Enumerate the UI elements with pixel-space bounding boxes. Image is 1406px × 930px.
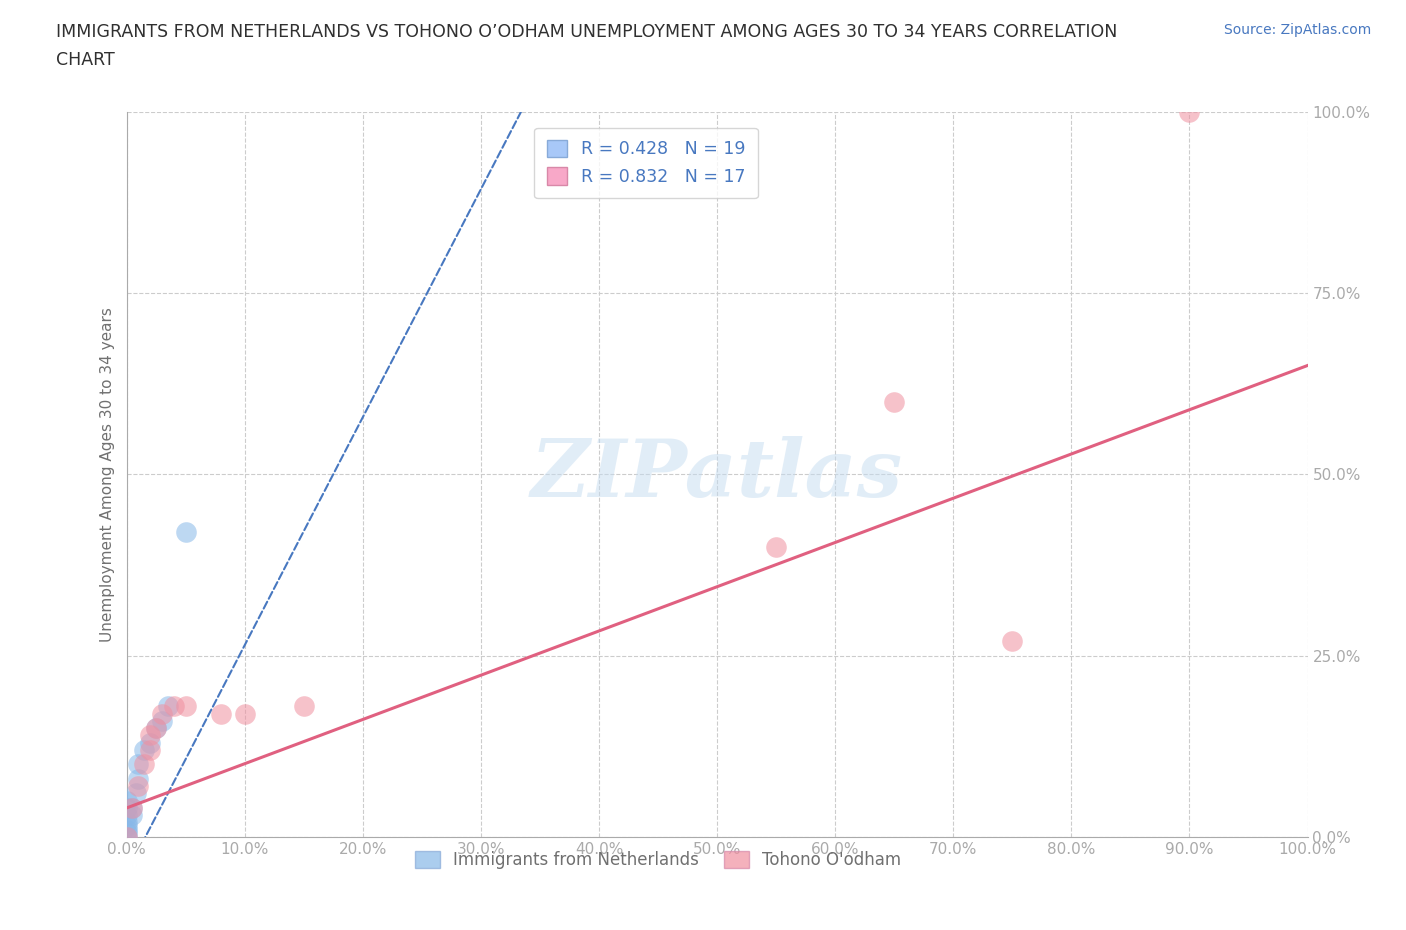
Point bbox=[134, 742, 156, 757]
Point bbox=[156, 699, 179, 714]
Point bbox=[115, 808, 138, 823]
Point bbox=[174, 525, 197, 539]
Point bbox=[209, 706, 232, 721]
Point bbox=[127, 757, 149, 772]
Point bbox=[233, 706, 256, 721]
Point bbox=[1178, 104, 1201, 119]
Point bbox=[115, 801, 138, 816]
Point bbox=[127, 778, 149, 793]
Legend: Immigrants from Netherlands, Tohono O'odham: Immigrants from Netherlands, Tohono O'od… bbox=[408, 844, 908, 876]
Point bbox=[150, 706, 173, 721]
Point bbox=[163, 699, 186, 714]
Point bbox=[121, 801, 143, 816]
Point bbox=[139, 736, 162, 751]
Text: IMMIGRANTS FROM NETHERLANDS VS TOHONO O’ODHAM UNEMPLOYMENT AMONG AGES 30 TO 34 Y: IMMIGRANTS FROM NETHERLANDS VS TOHONO O’… bbox=[56, 23, 1118, 41]
Y-axis label: Unemployment Among Ages 30 to 34 years: Unemployment Among Ages 30 to 34 years bbox=[100, 307, 115, 642]
Point bbox=[765, 539, 787, 554]
Point bbox=[150, 713, 173, 728]
Point bbox=[115, 830, 138, 844]
Point bbox=[883, 394, 905, 409]
Point bbox=[174, 699, 197, 714]
Point bbox=[292, 699, 315, 714]
Point bbox=[115, 793, 138, 808]
Point bbox=[139, 728, 162, 743]
Text: CHART: CHART bbox=[56, 51, 115, 69]
Point bbox=[115, 826, 138, 841]
Point bbox=[121, 808, 143, 823]
Point bbox=[1001, 633, 1024, 648]
Point bbox=[139, 742, 162, 757]
Point bbox=[115, 822, 138, 837]
Text: Source: ZipAtlas.com: Source: ZipAtlas.com bbox=[1223, 23, 1371, 37]
Point bbox=[145, 721, 167, 736]
Point bbox=[125, 786, 148, 801]
Point bbox=[115, 830, 138, 844]
Point bbox=[127, 772, 149, 787]
Point bbox=[121, 801, 143, 816]
Point bbox=[145, 721, 167, 736]
Point bbox=[115, 818, 138, 833]
Point bbox=[115, 815, 138, 830]
Point bbox=[134, 757, 156, 772]
Text: ZIPatlas: ZIPatlas bbox=[531, 435, 903, 513]
